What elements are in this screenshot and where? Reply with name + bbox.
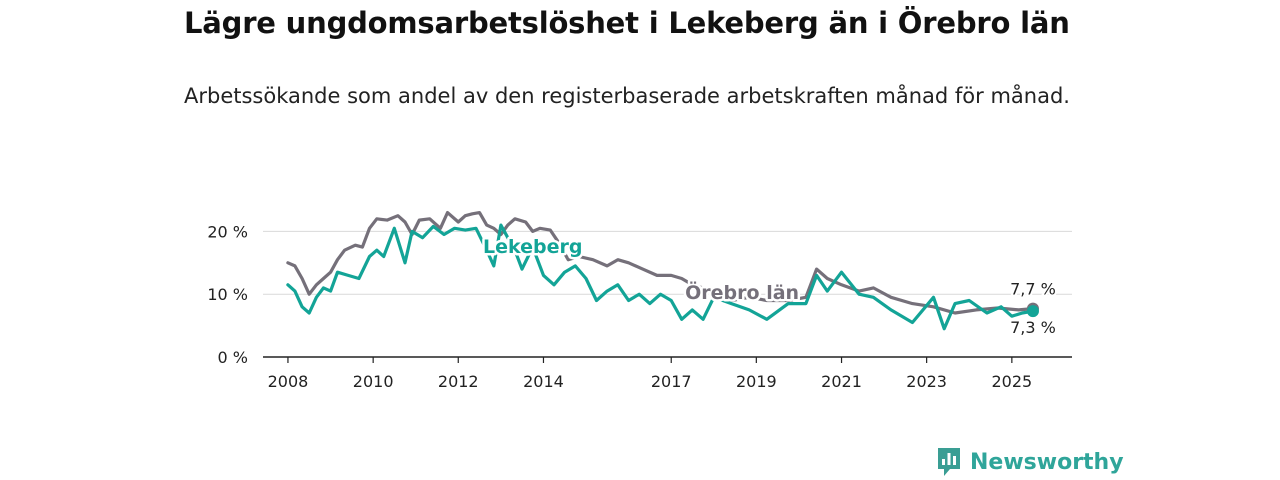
series-end-label: 7,3 % xyxy=(1010,318,1056,337)
y-tick-label: 20 % xyxy=(207,222,248,241)
x-tick-label: 2025 xyxy=(991,372,1032,391)
series-end-label: 7,7 % xyxy=(1010,280,1056,299)
grid-layer: 0 % 10 % 20 % 2008 2010 2012 2014 2017 2019 2021 2… xyxy=(207,222,1072,391)
x-tick-label: 2010 xyxy=(353,372,394,391)
page-title: Lägre ungdomsarbetslöshet i Lekeberg än … xyxy=(184,6,1070,40)
y-tick-label: 10 % xyxy=(207,285,248,304)
x-tick-label: 2012 xyxy=(438,372,479,391)
x-tick-label: 2014 xyxy=(523,372,564,391)
series-line xyxy=(286,211,1035,315)
brand-name: Newsworthy xyxy=(970,449,1124,475)
series-name-label: Örebro län xyxy=(685,280,799,304)
series-end-point xyxy=(1026,305,1039,318)
x-tick-label: 2017 xyxy=(651,372,692,391)
x-tick-label: 2019 xyxy=(736,372,777,391)
series-layer xyxy=(286,211,1039,331)
brand-logo[interactable]: Newsworthy xyxy=(936,447,1124,477)
bar-chart-speech-icon xyxy=(938,448,960,476)
page-subtitle: Arbetssökande som andel av den registerb… xyxy=(184,84,1070,108)
y-tick-label: 0 % xyxy=(218,348,248,367)
series-line xyxy=(286,223,1035,331)
x-tick-label: 2023 xyxy=(906,372,947,391)
series-name-label: Lekeberg xyxy=(483,236,582,258)
line-chart: 0 % 10 % 20 % 2008 2010 2012 2014 2017 2019 2021 2… xyxy=(207,211,1072,391)
label-layer: Örebro län 7,7 % Lekeberg 7,3 % xyxy=(481,233,1058,339)
x-tick-label: 2008 xyxy=(268,372,309,391)
x-tick-label: 2021 xyxy=(821,372,862,391)
